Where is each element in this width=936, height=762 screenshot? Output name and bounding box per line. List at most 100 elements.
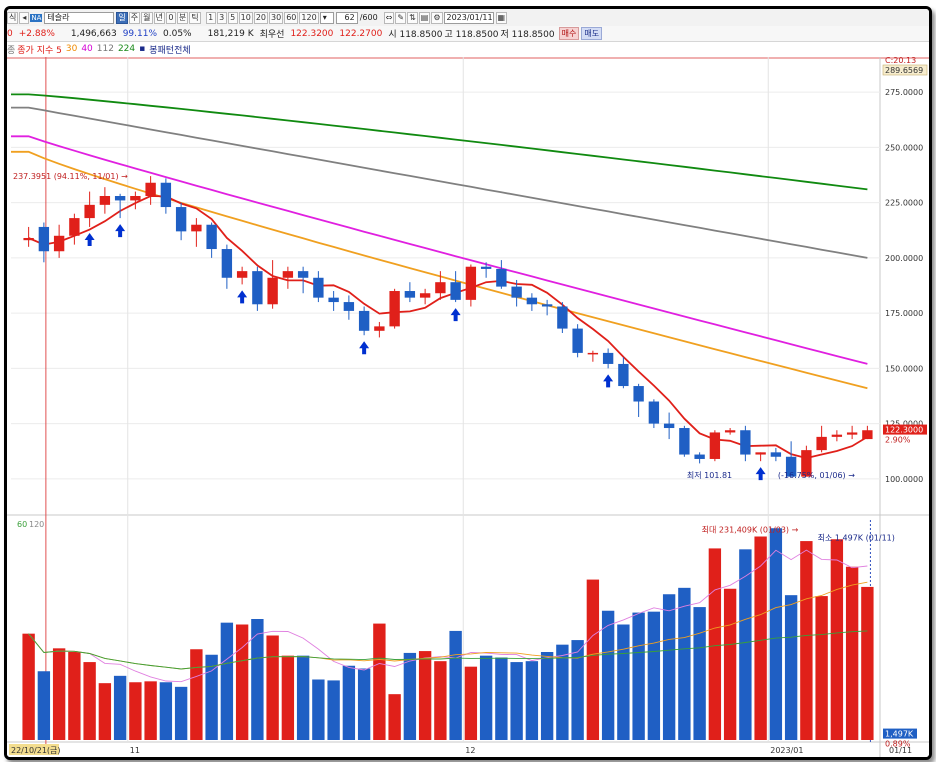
- volume-bar: [296, 655, 310, 740]
- period-button-0[interactable]: 일: [116, 11, 128, 24]
- volume-bar: [449, 630, 462, 740]
- candle-body: [419, 293, 431, 298]
- volume-bar: [723, 588, 737, 740]
- volume-bar: [22, 633, 35, 740]
- interval-button-120[interactable]: 120: [299, 11, 319, 24]
- candle-body: [99, 196, 111, 205]
- date-input[interactable]: 2023/01/11: [443, 11, 494, 24]
- legend-ma5[interactable]: 종가 지수 5: [17, 45, 62, 56]
- volume-bar: [830, 539, 844, 740]
- current-price-tag-text: 122.3000: [885, 426, 923, 435]
- period-button-6[interactable]: 틱: [189, 11, 201, 24]
- candle-body: [175, 207, 187, 232]
- candle-body: [740, 430, 751, 455]
- price-volume-chart[interactable]: 237.3951 (94.11%, 11/01) → 최저 101.81 (-16.…: [7, 57, 929, 757]
- period-button-2[interactable]: 월: [141, 11, 153, 24]
- candle-body: [801, 450, 812, 477]
- legend-ma30[interactable]: 30: [65, 44, 78, 54]
- price-tick-label: 200.0000: [885, 254, 923, 263]
- period-button-1[interactable]: 주: [128, 11, 141, 24]
- draw-icon[interactable]: ✎: [395, 11, 407, 24]
- volume-bar: [678, 587, 691, 740]
- sort-icon[interactable]: ⇅: [407, 11, 418, 24]
- candle-body: [663, 423, 675, 429]
- interval-button-1[interactable]: 1: [205, 11, 216, 24]
- crosshair-icon[interactable]: ⇔: [383, 11, 395, 24]
- candle-body: [38, 226, 50, 252]
- calendar-icon[interactable]: ▦: [495, 11, 508, 24]
- candle-body: [694, 454, 705, 459]
- price-tick-label: 175.0000: [885, 309, 923, 318]
- volume-bar: [495, 657, 508, 740]
- candle-body: [206, 224, 217, 250]
- legend-ma224[interactable]: 224: [117, 44, 136, 54]
- period-button-3[interactable]: 년: [153, 11, 165, 24]
- stock-name-field[interactable]: 테슬라: [44, 11, 115, 24]
- volume-bar: [739, 549, 752, 740]
- candle-body: [282, 271, 294, 278]
- candle-pattern-checkbox[interactable]: ▪: [139, 44, 146, 54]
- current-volume-tag: [883, 728, 917, 739]
- period-button-5[interactable]: 분: [176, 11, 189, 24]
- candle-body: [191, 224, 202, 232]
- interval-dropdown[interactable]: ▾: [319, 11, 334, 24]
- interval-button-3[interactable]: 3: [216, 11, 227, 24]
- candle-body: [236, 271, 248, 278]
- current-volume-tag-text: 1,497K: [885, 730, 914, 739]
- sell-button[interactable]: 매도: [581, 27, 603, 40]
- interval-button-20[interactable]: 20: [253, 11, 269, 24]
- legend-ma112[interactable]: 112: [96, 44, 114, 54]
- volume-bar: [647, 611, 661, 740]
- buy-signal-arrow-icon: [755, 467, 766, 481]
- legend-ma40[interactable]: 40: [81, 44, 93, 54]
- volume-bar: [174, 686, 188, 740]
- interval-button-10[interactable]: 10: [238, 11, 253, 24]
- volume-bar: [312, 679, 325, 740]
- buy-signal-arrow-icon: [237, 290, 248, 304]
- save-icon[interactable]: ▤: [418, 11, 431, 24]
- price-tick-label: 150.0000: [885, 364, 923, 373]
- interval-button-5[interactable]: 5: [227, 11, 238, 24]
- best-buy-price: 122.2700: [339, 28, 383, 39]
- buy-button[interactable]: 매수: [558, 27, 580, 40]
- candle-body: [313, 277, 324, 298]
- volume-value: 1,496,663: [70, 28, 117, 39]
- volume-bar: [632, 612, 645, 740]
- menu-button[interactable]: 식: [7, 11, 19, 24]
- volume-bar: [693, 607, 706, 740]
- market-badge: NA: [30, 13, 43, 22]
- buy-signal-arrow-icon: [603, 374, 614, 388]
- volume-bar: [861, 586, 874, 740]
- volume-bar: [464, 666, 478, 740]
- open-price: 시 118.8500: [388, 30, 443, 40]
- volume-ma60-label: 60: [17, 520, 27, 529]
- volume-bar: [98, 683, 112, 740]
- current-price-tag: [883, 424, 927, 435]
- candle-body: [541, 304, 553, 307]
- volume-bar: [235, 624, 249, 740]
- candle-body: [816, 436, 827, 451]
- candle-body: [724, 430, 736, 433]
- candle-body: [69, 218, 80, 236]
- period-button-4[interactable]: 0: [165, 11, 176, 24]
- price-tick-label: 225.0000: [885, 199, 923, 208]
- interval-button-30[interactable]: 30: [269, 11, 284, 24]
- interval-button-60[interactable]: 60: [284, 11, 299, 24]
- candle-body: [435, 282, 446, 294]
- candle-body: [770, 452, 782, 457]
- low-price: 저 118.8500: [500, 30, 555, 40]
- volume-bar: [586, 579, 600, 740]
- buy-signal-arrow-icon: [115, 224, 126, 238]
- candle-body: [267, 277, 278, 305]
- back-arrow-icon[interactable]: ◂: [19, 11, 30, 24]
- current-volume-pct: 0.89%: [885, 740, 911, 749]
- bar-count-input[interactable]: 62: [335, 11, 358, 24]
- volume-bar: [129, 682, 142, 740]
- volume-bar: [617, 624, 630, 740]
- high-annotation: 237.3951 (94.11%, 11/01) →: [13, 172, 128, 181]
- volume-bar: [220, 622, 234, 740]
- candle-body: [297, 271, 309, 278]
- volume-bar: [418, 651, 432, 740]
- settings-icon[interactable]: ⚙: [431, 11, 443, 24]
